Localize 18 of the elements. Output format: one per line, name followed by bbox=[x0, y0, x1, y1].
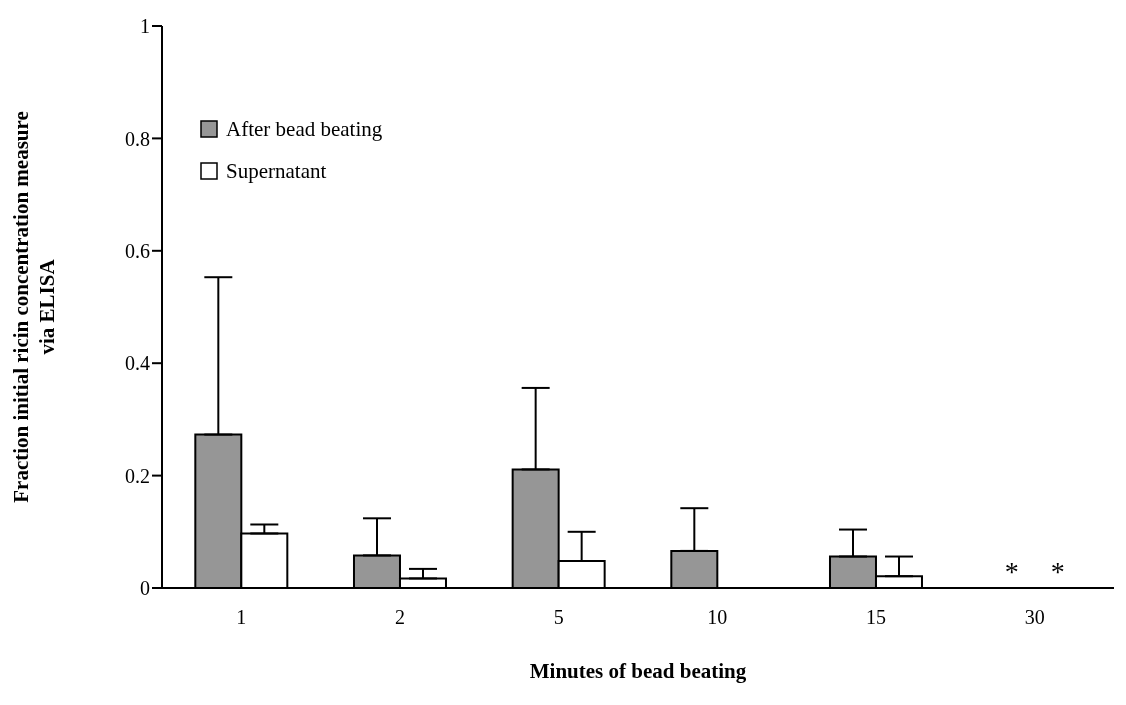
x-tick-label: 2 bbox=[395, 606, 405, 629]
y-tick-label: 0.2 bbox=[125, 464, 150, 487]
x-tick-label: 5 bbox=[553, 606, 564, 629]
y-axis-title: Fraction initial ricin concentration measure via ELISA bbox=[9, 111, 59, 503]
annotation: * bbox=[1004, 556, 1019, 588]
legend-label: Supernatant bbox=[226, 158, 327, 185]
y-tick-label: 0.8 bbox=[125, 127, 150, 150]
annotation: * bbox=[1050, 556, 1065, 588]
y-tick-label: 0.4 bbox=[125, 352, 150, 375]
y-tick-label: 0.6 bbox=[125, 239, 150, 262]
x-axis-title: Minutes of bead beating bbox=[529, 659, 747, 683]
x-tick-label: 30 bbox=[1024, 606, 1045, 629]
y-tick-label: 0 bbox=[140, 577, 150, 600]
x-tick-label: 1 bbox=[236, 606, 247, 629]
x-tick-label: 10 bbox=[707, 606, 728, 629]
y-tick-label: 1 bbox=[140, 15, 150, 38]
legend-label: After bead beating bbox=[226, 116, 383, 143]
x-tick-label: 15 bbox=[866, 606, 886, 629]
